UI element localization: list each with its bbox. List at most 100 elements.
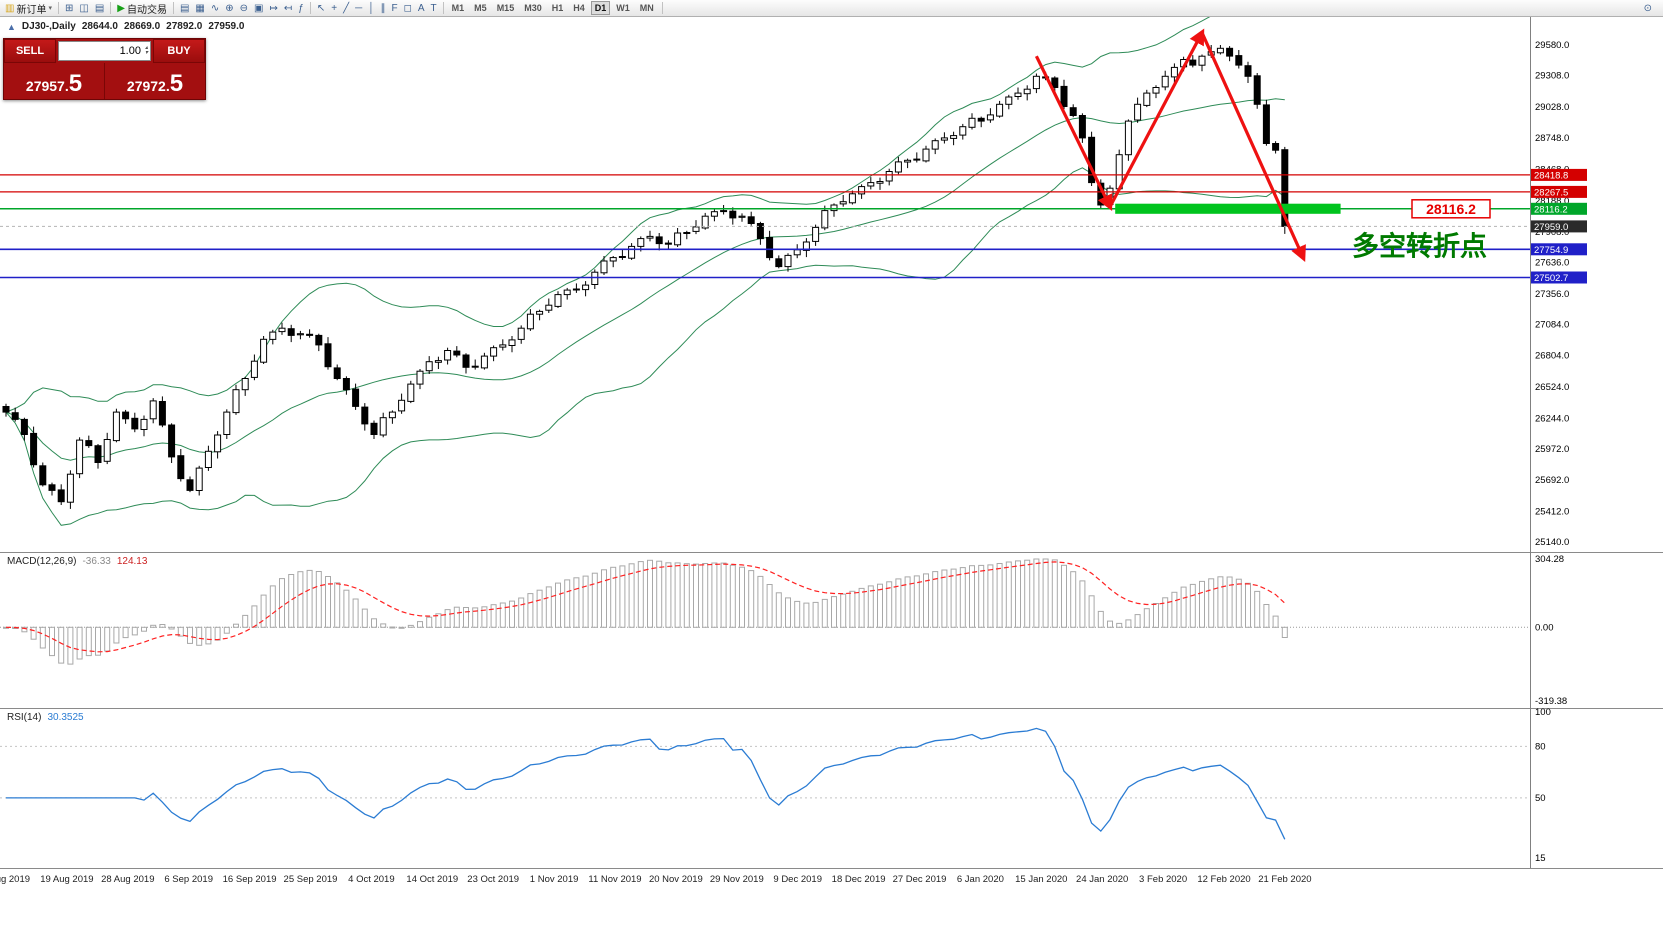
horizontal-line-icon[interactable]: ─ [352, 1, 365, 16]
candle-body [1143, 92, 1151, 106]
zoom-out-icon[interactable]: ⊖ [237, 1, 251, 16]
time-axis-label: 18 Dec 2019 [831, 874, 886, 885]
trend-arrow-1[interactable] [1108, 28, 1205, 208]
toolbar-group: ⊙ [1641, 0, 1655, 16]
macd-signal-line [5, 561, 1286, 653]
macd-bar [334, 582, 341, 628]
fibonacci-icon[interactable]: F [388, 1, 400, 16]
timeframe-h1-button[interactable]: H1 [551, 3, 564, 13]
macd-bar [1254, 590, 1261, 628]
crosshair-icon[interactable]: + [328, 1, 340, 16]
arrow-tool-icon[interactable]: T [428, 1, 440, 16]
candle-body [784, 254, 792, 268]
candle-body [517, 327, 525, 340]
candle-body [1170, 66, 1178, 78]
candle-body [315, 334, 323, 346]
spinner-up-icon[interactable]: ▴ [144, 45, 148, 51]
sell-button[interactable]: SELL [4, 39, 56, 63]
buy-button[interactable]: BUY [153, 39, 205, 63]
chart-shift-icon[interactable]: ↤ [281, 1, 295, 16]
line-chart-icon-glyph: ∿ [210, 2, 220, 14]
bollinger-lower-line [5, 167, 1286, 526]
candle-body [848, 193, 856, 204]
macd-bar [435, 613, 442, 628]
bars-chart-icon[interactable]: ▤ [177, 1, 192, 16]
timeframe-w1-button[interactable]: W1 [616, 3, 630, 13]
new-order-button[interactable]: ▥ 新订单 ▾ [5, 2, 52, 16]
rsi-panel[interactable]: 100 80 50 15 [0, 708, 1663, 868]
time-axis-label: 4 Oct 2019 [348, 874, 395, 885]
candlestick-chart-icon[interactable]: ▦ [192, 1, 207, 16]
candle-body [471, 365, 479, 368]
macd-bar [913, 575, 920, 628]
cursor-icon[interactable]: ↖ [314, 1, 328, 16]
trendline-icon[interactable]: ╱ [340, 1, 352, 16]
macd-bar [58, 626, 65, 664]
price-tag-label: 27754.9 [1534, 245, 1568, 256]
auto-trading-button[interactable]: ▶ 自动交易 [117, 2, 167, 16]
timeframe-d1-button[interactable]: D1 [590, 1, 611, 15]
vertical-line-icon[interactable]: │ [365, 1, 377, 16]
volume-input[interactable]: 1.00 ▴ ▾ [58, 41, 151, 61]
macd-bar [260, 594, 267, 628]
candle-body [977, 117, 985, 122]
chart-shift-icon-glyph: ↤ [283, 2, 293, 14]
macd-panel[interactable]: 304.28 0.00 -319.38 [0, 552, 1663, 708]
time-axis-label: 1 Nov 2019 [529, 874, 579, 885]
rsi-axis-label: 50 [1535, 793, 1546, 804]
zoom-in-icon[interactable]: ⊕ [222, 1, 236, 16]
time-axis[interactable]: 9 Aug 2019 19 Aug 2019 28 Aug 2019 6 Sep 20… [0, 868, 1663, 890]
vertical-line-icon-glyph: │ [368, 2, 375, 14]
chart-window-icon[interactable]: ⊞ [62, 1, 76, 16]
magnifier-icon[interactable]: ⊙ [1641, 1, 1655, 16]
macd-bar [849, 590, 856, 628]
shapes-icon[interactable]: ◻ [401, 1, 415, 16]
line-chart-icon[interactable]: ∿ [208, 1, 222, 16]
macd-bar [1125, 619, 1132, 628]
macd-bar [426, 616, 433, 628]
symbol-name: DJ30-,Daily [21, 21, 76, 32]
candle-body [204, 450, 212, 468]
trend-arrow-2[interactable] [1200, 32, 1306, 262]
profiles-icon[interactable]: ◫ [76, 1, 91, 16]
candle-body [793, 249, 801, 256]
timeframe-m5-button[interactable]: M5 [474, 3, 487, 13]
price-callout-box[interactable] [1411, 199, 1491, 219]
tile-windows-icon[interactable]: ▣ [251, 1, 266, 16]
rsi-value: 30.3525 [47, 712, 84, 723]
text-label-icon[interactable]: A [415, 1, 428, 16]
volume-spinner[interactable]: ▴ ▾ [144, 45, 148, 56]
timeframe-m15-button[interactable]: M15 [496, 3, 515, 13]
price-chart-canvas[interactable]: 多空转折点 28116.2 29580.0 29308.0 29028.0 28748.0… [0, 17, 1663, 552]
macd-bar [923, 573, 929, 628]
candle-body [664, 242, 672, 245]
price-axis-label: 28188.0 [1535, 196, 1569, 207]
macd-bar [665, 562, 672, 628]
candle-body [20, 418, 28, 435]
macd-axis-label: 0.00 [1535, 622, 1554, 633]
price-axis-label: 29580.0 [1535, 40, 1569, 51]
candle-body [269, 331, 277, 340]
candle-body [333, 367, 341, 379]
candle-body [1198, 55, 1206, 66]
candle-body [177, 455, 185, 480]
trend-arrow-0[interactable] [1034, 55, 1113, 212]
market-watch-icon[interactable]: ▤ [92, 1, 107, 16]
timeframe-m1-button[interactable]: M1 [451, 3, 465, 13]
timeframe-h4-button[interactable]: H4 [573, 3, 585, 13]
price-axis-label: 26244.0 [1535, 413, 1569, 424]
indicators-icon[interactable]: ƒ [295, 1, 307, 16]
candle-body [214, 434, 222, 453]
timeframe-mn-button[interactable]: MN [639, 3, 654, 13]
support-zone[interactable] [1115, 203, 1341, 214]
macd-bar [499, 602, 506, 628]
spinner-down-icon[interactable]: ▾ [144, 50, 148, 56]
auto-scroll-icon[interactable]: ↦ [267, 1, 281, 16]
annotation-text[interactable]: 多空转折点 [1352, 230, 1487, 261]
macd-bar [196, 626, 203, 646]
time-axis-label: 20 Nov 2019 [648, 874, 703, 885]
equidistant-channel-icon[interactable]: ∥ [377, 1, 388, 16]
timeframe-m30-button[interactable]: M30 [524, 3, 542, 13]
price-axis-label: 27908.0 [1535, 227, 1569, 238]
macd-bar [233, 623, 239, 628]
